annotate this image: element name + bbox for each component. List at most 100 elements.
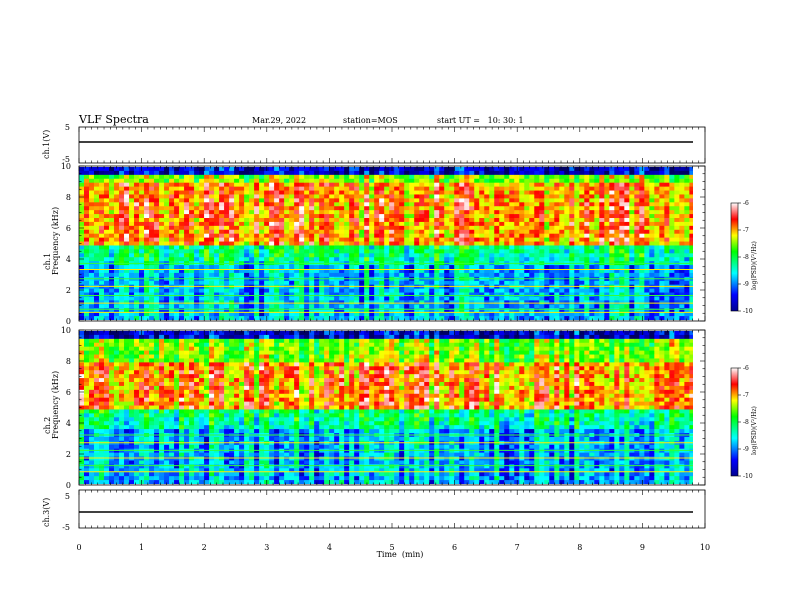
ch1-spectrogram-cell [414, 296, 420, 301]
ch1-spectrogram-cell [574, 182, 580, 188]
ch1-spectrogram-cell [164, 308, 170, 313]
ch1-spectrogram-cell [614, 241, 620, 246]
ch1-spectrogram-cell [599, 186, 605, 191]
ch1-spectrogram-cell [94, 253, 100, 258]
ch1-spectrogram-cell [564, 221, 570, 227]
ch1-spectrogram-cell [204, 198, 210, 203]
ch1-spectrogram-cell [484, 218, 490, 223]
ch1-spectrogram-cell [244, 312, 250, 317]
ch1-spectrogram-cell [529, 296, 535, 301]
ch1-spectrogram-cell [479, 308, 485, 313]
ch1-spectrogram-cell [239, 174, 245, 180]
ch1-spectrogram-cell [159, 272, 165, 278]
ch1-spectrogram-cell [629, 178, 635, 184]
ch1-spectrogram-cell [534, 304, 540, 309]
ch1-spectrogram-cell [439, 304, 445, 309]
ch1-spectrogram-cell [404, 210, 410, 215]
ch1-spectrogram-cell [314, 218, 320, 223]
ch1-spectrogram-cell [579, 214, 585, 219]
ch1-spectrogram-cell [249, 272, 255, 278]
ch1-spectrogram-cell [494, 233, 500, 239]
ch1-spectrogram-cell [129, 312, 135, 317]
ch2-spectrogram-cell [99, 366, 105, 371]
ch1-spectrogram-cell [394, 233, 400, 239]
ch1-spectrogram-cell [344, 221, 350, 227]
ch2-spectrogram-cell [79, 468, 85, 473]
ch1-spectrogram-cell [594, 170, 600, 176]
ch1-spectrogram-cell [239, 316, 245, 320]
ch1-spectrogram-cell [314, 284, 320, 290]
ch1-spectrogram-cell [184, 304, 190, 309]
ch1-spectrogram-cell [394, 316, 400, 320]
ch1-spectrogram-cell [449, 292, 455, 297]
ch1-spectrogram-cell [654, 292, 660, 297]
ch1-spectrogram-cell [369, 186, 375, 191]
ch1-spectrogram-cell [574, 284, 580, 290]
ch1-spectrogram-cell [479, 272, 485, 278]
ch1-spectrogram-cell [599, 300, 605, 305]
ch1-spectrogram-cell [119, 233, 125, 239]
ch1-spectrogram-cell [689, 206, 693, 211]
ch1-spectrogram-cell [374, 218, 380, 223]
ch1-spectrogram-cell [359, 233, 365, 239]
ch1-spectrogram-cell [669, 190, 675, 195]
ch1-spectrogram-cell [379, 206, 385, 211]
ch1-spectrogram-cell [79, 296, 85, 301]
ch1-spectrogram-cell [609, 170, 615, 176]
ch1-spectrogram-cell [549, 300, 555, 305]
ch2-spectrogram-cell [84, 334, 90, 340]
ch1-spectrogram-cell [379, 237, 385, 242]
ch1-spectrogram-cell [564, 280, 570, 286]
ch1-spectrogram-cell [309, 218, 315, 223]
ch1-spectrogram-cell [484, 174, 490, 180]
ch1-spectrogram-cell [634, 292, 640, 297]
ch1-spectrogram-cell [639, 249, 645, 254]
ch1-spectrogram-cell [204, 178, 210, 184]
ch1-spectrogram-cell [524, 210, 530, 215]
ch1-spectrogram-cell [504, 237, 510, 242]
ch1-spectrogram-cell [589, 312, 595, 317]
ch1-spectrogram-cell [669, 245, 675, 250]
ch1-spectrogram-cell [454, 174, 460, 180]
ch1-spectrogram-cell [404, 202, 410, 207]
ch1-spectrogram-cell [644, 253, 650, 258]
ch1-spectrogram-cell [399, 316, 405, 320]
ch1-spectrogram-cell [529, 292, 535, 297]
ch1-spectrogram-cell [264, 218, 270, 223]
ch1-spectrogram-cell [654, 167, 660, 172]
ch1-spectrogram-cell [109, 245, 115, 250]
ch1-spectrogram-cell [484, 186, 490, 191]
ch1-spectrogram-cell [309, 225, 315, 231]
ch1-spectrogram-cell [249, 221, 255, 227]
ch1-spectrogram-cell [374, 288, 380, 293]
ch1-spectrogram-cell [634, 304, 640, 309]
ch1-spectrogram-cell [104, 225, 110, 231]
ch1-spectrogram-cell [459, 312, 465, 317]
ch1-spectrogram-cell [409, 218, 415, 223]
ch1-spectrogram-cell [604, 186, 610, 191]
ch1-spectrogram-cell [449, 190, 455, 195]
ch1-spectrogram-cell [154, 214, 160, 219]
ch1-spectrogram-cell [669, 170, 675, 176]
ch1-spectrogram-cell [289, 229, 295, 235]
ch1-spectrogram-cell [464, 233, 470, 239]
ch1-spectrogram-cell [339, 202, 345, 207]
ch2-spectrogram-cell [79, 464, 85, 469]
ch1-spectrogram-cell [184, 194, 190, 199]
ch1-spectrogram-cell [134, 167, 140, 172]
ch1-spectrogram-cell [419, 218, 425, 223]
ch1-spectrogram-cell [614, 272, 620, 278]
ch1-spectrogram-cell [614, 167, 620, 172]
ch1-spectrogram-cell [674, 312, 680, 317]
ch1-spectrogram-cell [649, 225, 655, 231]
ch1-spectrogram-cell [244, 304, 250, 309]
ch1-spectrogram-cell [84, 221, 90, 227]
ch1-spectrogram-cell [159, 265, 165, 270]
ch1-spectrogram-cell [379, 316, 385, 320]
ch1-spectrogram-cell [559, 253, 565, 258]
ch1-spectrogram-cell [224, 229, 230, 235]
ch1-spectrogram-cell [219, 288, 225, 293]
ch1-spectrogram-cell [214, 225, 220, 231]
ch1-spectrogram-cell [224, 170, 230, 176]
